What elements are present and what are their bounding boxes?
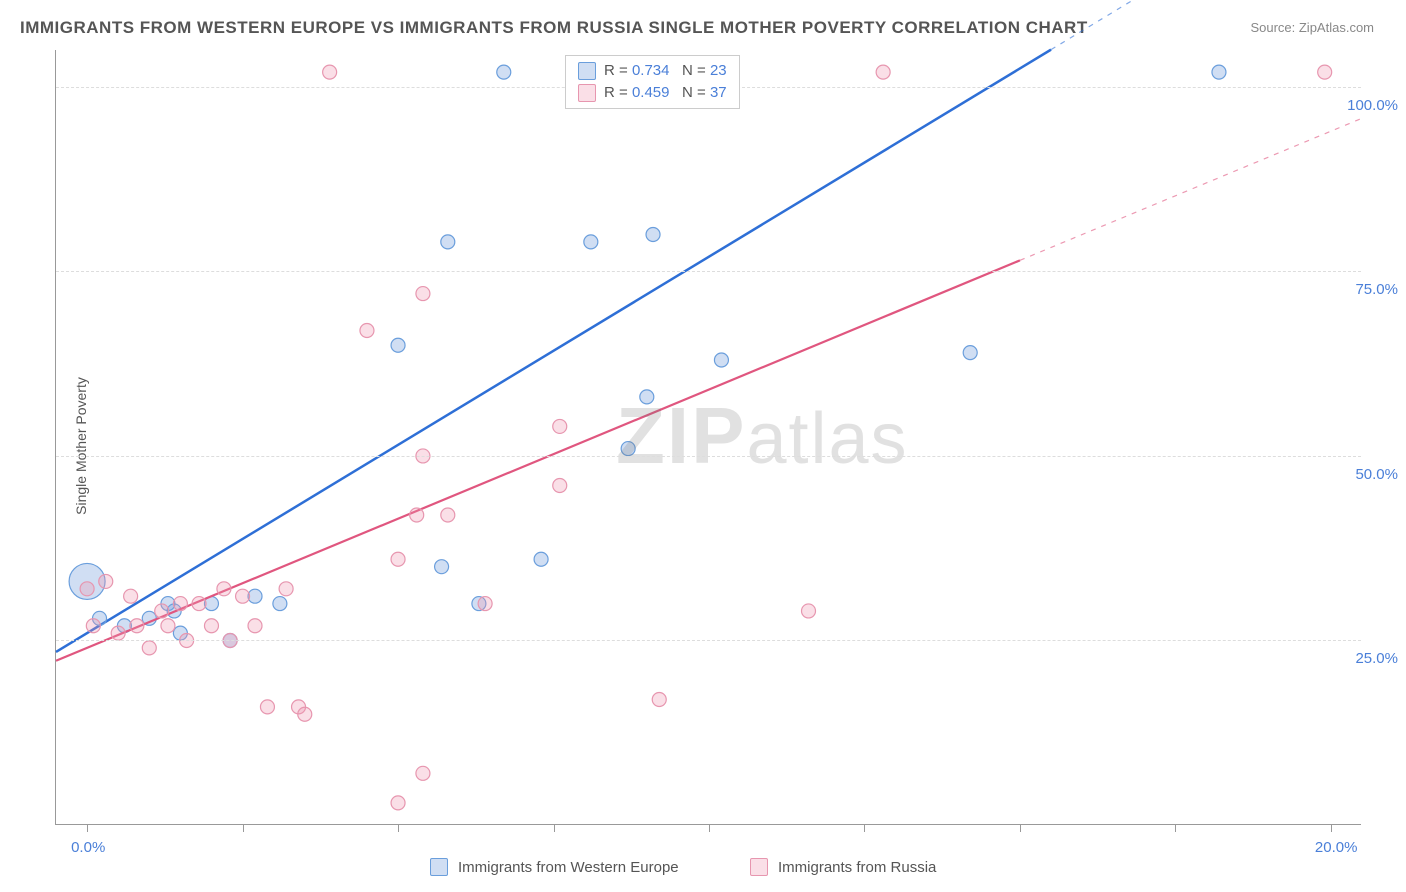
data-point xyxy=(1318,65,1332,79)
data-point xyxy=(410,508,424,522)
data-point xyxy=(260,700,274,714)
data-point xyxy=(478,597,492,611)
data-point xyxy=(86,619,100,633)
data-point xyxy=(441,508,455,522)
source-label: Source: ZipAtlas.com xyxy=(1250,20,1374,35)
data-point xyxy=(155,604,169,618)
data-point xyxy=(217,582,231,596)
data-point xyxy=(142,641,156,655)
legend-series-name: Immigrants from Western Europe xyxy=(458,859,679,876)
x-tick xyxy=(243,824,244,832)
x-tick xyxy=(398,824,399,832)
data-point xyxy=(802,604,816,618)
data-point xyxy=(248,619,262,633)
data-point xyxy=(391,338,405,352)
regression-line-dashed xyxy=(1020,118,1362,260)
data-point xyxy=(279,582,293,596)
data-point xyxy=(534,552,548,566)
data-point xyxy=(497,65,511,79)
data-point xyxy=(204,619,218,633)
data-point xyxy=(323,65,337,79)
x-tick xyxy=(1020,824,1021,832)
data-point xyxy=(963,346,977,360)
x-tick xyxy=(554,824,555,832)
gridline-horizontal xyxy=(56,456,1361,457)
legend-stats: R = 0.459 N = 37 xyxy=(604,82,727,104)
legend-swatch xyxy=(578,84,596,102)
legend-swatch xyxy=(578,62,596,80)
data-point xyxy=(876,65,890,79)
data-point xyxy=(360,323,374,337)
data-point xyxy=(391,796,405,810)
data-point xyxy=(161,619,175,633)
x-axis-label: 20.0% xyxy=(1315,839,1358,856)
data-point xyxy=(416,287,430,301)
gridline-horizontal xyxy=(56,271,1361,272)
x-tick xyxy=(864,824,865,832)
data-point xyxy=(111,626,125,640)
legend-swatch xyxy=(750,858,768,876)
legend-bottom-item: Immigrants from Western Europe xyxy=(430,858,679,876)
data-point xyxy=(553,419,567,433)
gridline-horizontal xyxy=(56,640,1361,641)
chart-plot-area: ZIPatlas xyxy=(55,50,1361,825)
data-point xyxy=(391,552,405,566)
legend-series-name: Immigrants from Russia xyxy=(778,859,936,876)
data-point xyxy=(714,353,728,367)
legend-row: R = 0.734 N = 23 xyxy=(578,60,727,82)
legend-stats: R = 0.734 N = 23 xyxy=(604,60,727,82)
legend-bottom-item: Immigrants from Russia xyxy=(750,858,936,876)
data-point xyxy=(298,707,312,721)
data-point xyxy=(80,582,94,596)
data-point xyxy=(173,597,187,611)
correlation-legend: R = 0.734 N = 23R = 0.459 N = 37 xyxy=(565,55,740,109)
x-axis-label: 0.0% xyxy=(71,839,105,856)
chart-title: IMMIGRANTS FROM WESTERN EUROPE VS IMMIGR… xyxy=(20,18,1088,38)
data-point xyxy=(621,442,635,456)
x-tick xyxy=(87,824,88,832)
data-point xyxy=(435,560,449,574)
data-point xyxy=(236,589,250,603)
scatter-svg xyxy=(56,50,1361,824)
regression-line xyxy=(56,50,1051,652)
x-tick xyxy=(1175,824,1176,832)
data-point xyxy=(652,693,666,707)
y-axis-label: 50.0% xyxy=(1355,466,1398,483)
data-point xyxy=(99,574,113,588)
data-point xyxy=(640,390,654,404)
y-axis-label: 75.0% xyxy=(1355,281,1398,298)
y-axis-label: 100.0% xyxy=(1347,97,1398,114)
legend-swatch xyxy=(430,858,448,876)
x-tick xyxy=(709,824,710,832)
data-point xyxy=(646,228,660,242)
y-axis-label: 25.0% xyxy=(1355,650,1398,667)
data-point xyxy=(124,589,138,603)
x-tick xyxy=(1331,824,1332,832)
data-point xyxy=(441,235,455,249)
legend-row: R = 0.459 N = 37 xyxy=(578,82,727,104)
data-point xyxy=(192,597,206,611)
data-point xyxy=(584,235,598,249)
data-point xyxy=(1212,65,1226,79)
data-point xyxy=(273,597,287,611)
data-point xyxy=(416,766,430,780)
data-point xyxy=(553,478,567,492)
data-point xyxy=(130,619,144,633)
